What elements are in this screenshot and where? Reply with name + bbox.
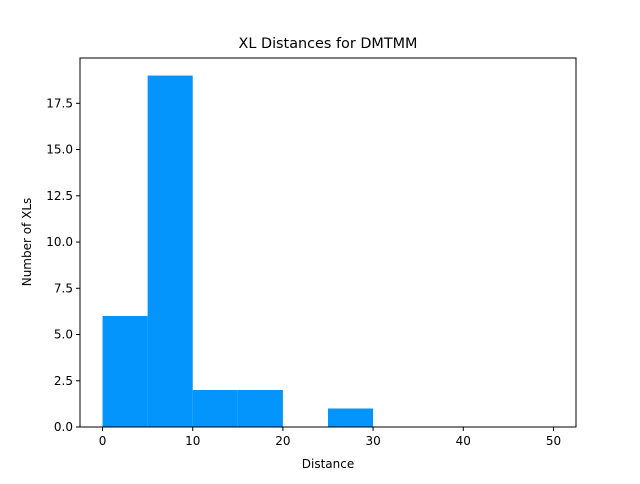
histogram-bar-5 [328, 408, 374, 427]
histogram-bar-1 [147, 75, 193, 428]
histogram-bar-2 [192, 390, 238, 427]
y-axis-ticks: 0.0 2.5 5.0 7.5 10.0 12.5 15.0 17.5 [46, 96, 80, 434]
x-tick-label: 50 [546, 434, 561, 448]
y-tick-label: 0.0 [54, 420, 73, 434]
y-tick-label: 7.5 [54, 281, 73, 295]
y-axis-label: Number of XLs [20, 198, 34, 287]
x-axis-ticks: 0 10 20 30 40 50 [99, 427, 561, 448]
y-tick-label: 15.0 [46, 143, 73, 157]
x-axis-label: Distance [302, 457, 354, 471]
x-tick-label: 0 [99, 434, 107, 448]
x-tick-label: 20 [275, 434, 290, 448]
y-tick-label: 2.5 [54, 374, 73, 388]
y-tick-label: 10.0 [46, 235, 73, 249]
histogram-bar-3 [237, 390, 283, 427]
y-tick-label: 5.0 [54, 328, 73, 342]
y-tick-label: 12.5 [46, 189, 73, 203]
y-tick-label: 17.5 [46, 96, 73, 110]
x-tick-label: 40 [456, 434, 471, 448]
histogram-bar-0 [102, 316, 148, 427]
bars-group [102, 75, 374, 428]
x-tick-label: 10 [185, 434, 200, 448]
x-tick-label: 30 [365, 434, 380, 448]
chart-title: XL Distances for DMTMM [239, 36, 418, 52]
